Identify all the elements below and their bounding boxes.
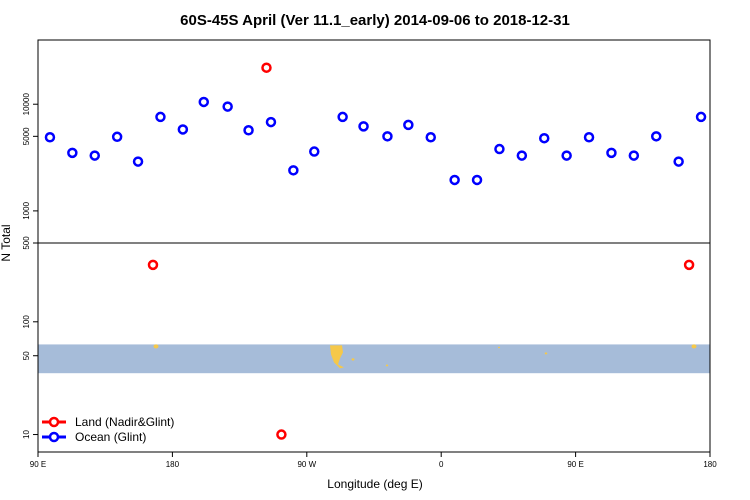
land-point — [276, 429, 287, 440]
chart-title: 60S-45S April (Ver 11.1_early) 2014-09-0… — [180, 12, 570, 29]
ocean-point — [309, 146, 320, 157]
y-tick-label: 100 — [22, 315, 31, 329]
x-tick-label: 180 — [166, 460, 180, 469]
y-axis: 500 1000 5000 10000 10 50 100 — [22, 93, 38, 439]
ocean-point — [382, 131, 393, 142]
ocean-point — [198, 96, 210, 108]
ocean-point — [449, 174, 460, 186]
land-shapes — [153, 344, 697, 369]
land-island — [498, 346, 500, 349]
ocean-point — [243, 125, 254, 136]
y-tick-label: 5000 — [22, 127, 31, 145]
y-tick-label: 1000 — [22, 201, 31, 219]
x-tick-label: 180 — [703, 460, 717, 469]
land-island — [153, 344, 159, 349]
land-island — [544, 352, 548, 355]
ocean-point — [358, 121, 369, 132]
land-point — [261, 62, 272, 73]
ocean-point — [222, 101, 233, 112]
data-points — [44, 62, 707, 440]
ocean-point — [606, 147, 617, 159]
ocean-point — [425, 132, 436, 143]
ocean-point — [155, 111, 166, 123]
legend-item-land: Land (Nadir&Glint) — [42, 415, 174, 429]
ocean-point — [628, 150, 640, 161]
ocean-point — [695, 111, 707, 123]
ocean-point — [288, 165, 299, 176]
ocean-point — [538, 132, 550, 144]
ocean-point — [89, 150, 100, 161]
ocean-point — [111, 131, 123, 143]
x-tick-label: 90 E — [30, 460, 46, 469]
y-tick-label: 10000 — [22, 93, 31, 116]
y-axis-label: N Total — [0, 224, 13, 261]
land-island — [351, 358, 355, 361]
legend-label-ocean: Ocean (Glint) — [75, 430, 146, 444]
x-tick-label: 0 — [439, 460, 444, 469]
x-axis: 90 E 180 90 W 0 90 E 180 — [30, 452, 717, 469]
land-point — [147, 259, 159, 271]
ocean-point — [265, 116, 277, 128]
ocean-band — [38, 344, 710, 374]
land-south-america — [330, 345, 344, 369]
ocean-point — [132, 156, 144, 167]
ocean-point — [516, 150, 528, 161]
land-island — [691, 344, 697, 349]
y-tick-label: 500 — [22, 236, 31, 250]
ocean-point — [403, 119, 414, 131]
ocean-point — [67, 147, 78, 159]
ocean-point — [44, 132, 56, 143]
land-map-band — [38, 344, 710, 374]
x-tick-label: 90 E — [567, 460, 583, 469]
legend: Land (Nadir&Glint) Ocean (Glint) — [42, 415, 174, 444]
land-island — [385, 364, 389, 367]
y-tick-label: 10 — [22, 430, 31, 439]
ocean-point — [561, 150, 572, 161]
land-point — [683, 259, 695, 271]
ocean-point — [583, 132, 595, 143]
x-axis-label: Longitude (deg E) — [327, 477, 422, 491]
ocean-point — [673, 156, 684, 167]
legend-marker-ocean — [48, 431, 60, 443]
legend-item-ocean: Ocean (Glint) — [42, 430, 146, 444]
ocean-point — [471, 174, 483, 186]
ocean-point — [494, 143, 505, 155]
ocean-point — [650, 131, 662, 142]
x-tick-label: 90 W — [297, 460, 316, 469]
ocean-point — [337, 111, 348, 123]
legend-label-land: Land (Nadir&Glint) — [75, 415, 174, 429]
plot-frame — [37, 39, 711, 453]
legend-marker-land — [48, 416, 60, 428]
y-tick-label: 50 — [22, 351, 31, 360]
ocean-point — [177, 124, 189, 135]
